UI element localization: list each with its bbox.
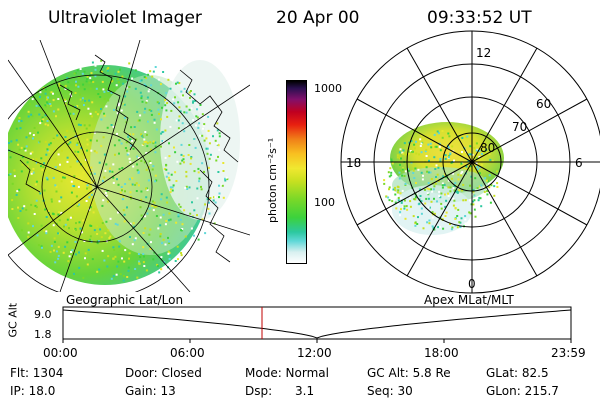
- date-label: 20 Apr 00: [276, 8, 360, 28]
- polar-label-80: 80: [480, 141, 496, 155]
- gc-alt-value: GC Alt: 5.8 Re: [367, 366, 451, 380]
- gain-value: Gain: 13: [125, 384, 176, 398]
- alt-x-tick-2: 12:00: [297, 346, 332, 360]
- alt-y-bottom: 1.8: [34, 328, 52, 341]
- apex-label: Apex MLat/MLT: [424, 293, 514, 307]
- flight-number: Flt: 1304: [10, 366, 64, 380]
- colorbar-tick-100: 100: [314, 196, 335, 209]
- polar-label-12: 12: [476, 46, 492, 60]
- alt-x-tick-3: 18:00: [424, 346, 459, 360]
- glon-value: GLon: 215.7: [486, 384, 559, 398]
- dsp-label: Dsp:: [245, 384, 273, 398]
- alt-y-top: 9.0: [34, 308, 52, 321]
- alt-x-tick-4: 23:59: [551, 346, 586, 360]
- alt-axis-label: GC Alt: [6, 302, 20, 338]
- polar-label-0: 0: [468, 277, 476, 291]
- time-label: 09:33:52 UT: [427, 8, 532, 28]
- colorbar-tick-1000: 1000: [314, 82, 342, 95]
- alt-x-tick-0: 00:00: [43, 346, 78, 360]
- polar-label-6: 6: [575, 156, 583, 170]
- ip-value: IP: 18.0: [10, 384, 56, 398]
- mode-value: Mode: Normal: [245, 366, 329, 380]
- altitude-plot: [62, 306, 572, 343]
- dsp-value: 3.1: [295, 384, 315, 398]
- colorbar-unit-label: photon cm⁻²s⁻¹: [266, 137, 279, 223]
- instrument-title: Ultraviolet Imager: [48, 8, 202, 28]
- polar-label-18: 18: [346, 156, 362, 170]
- polar-label-60: 60: [536, 97, 552, 111]
- colorbar: [286, 80, 307, 264]
- seq-value: Seq: 30: [367, 384, 413, 398]
- geographic-image: [8, 40, 250, 292]
- polar-label-70: 70: [512, 120, 528, 134]
- glat-value: GLat: 82.5: [486, 366, 549, 380]
- geographic-label: Geographic Lat/Lon: [66, 293, 184, 307]
- alt-x-tick-1: 06:00: [170, 346, 205, 360]
- polar-plot: [340, 30, 600, 294]
- door-status: Door: Closed: [125, 366, 202, 380]
